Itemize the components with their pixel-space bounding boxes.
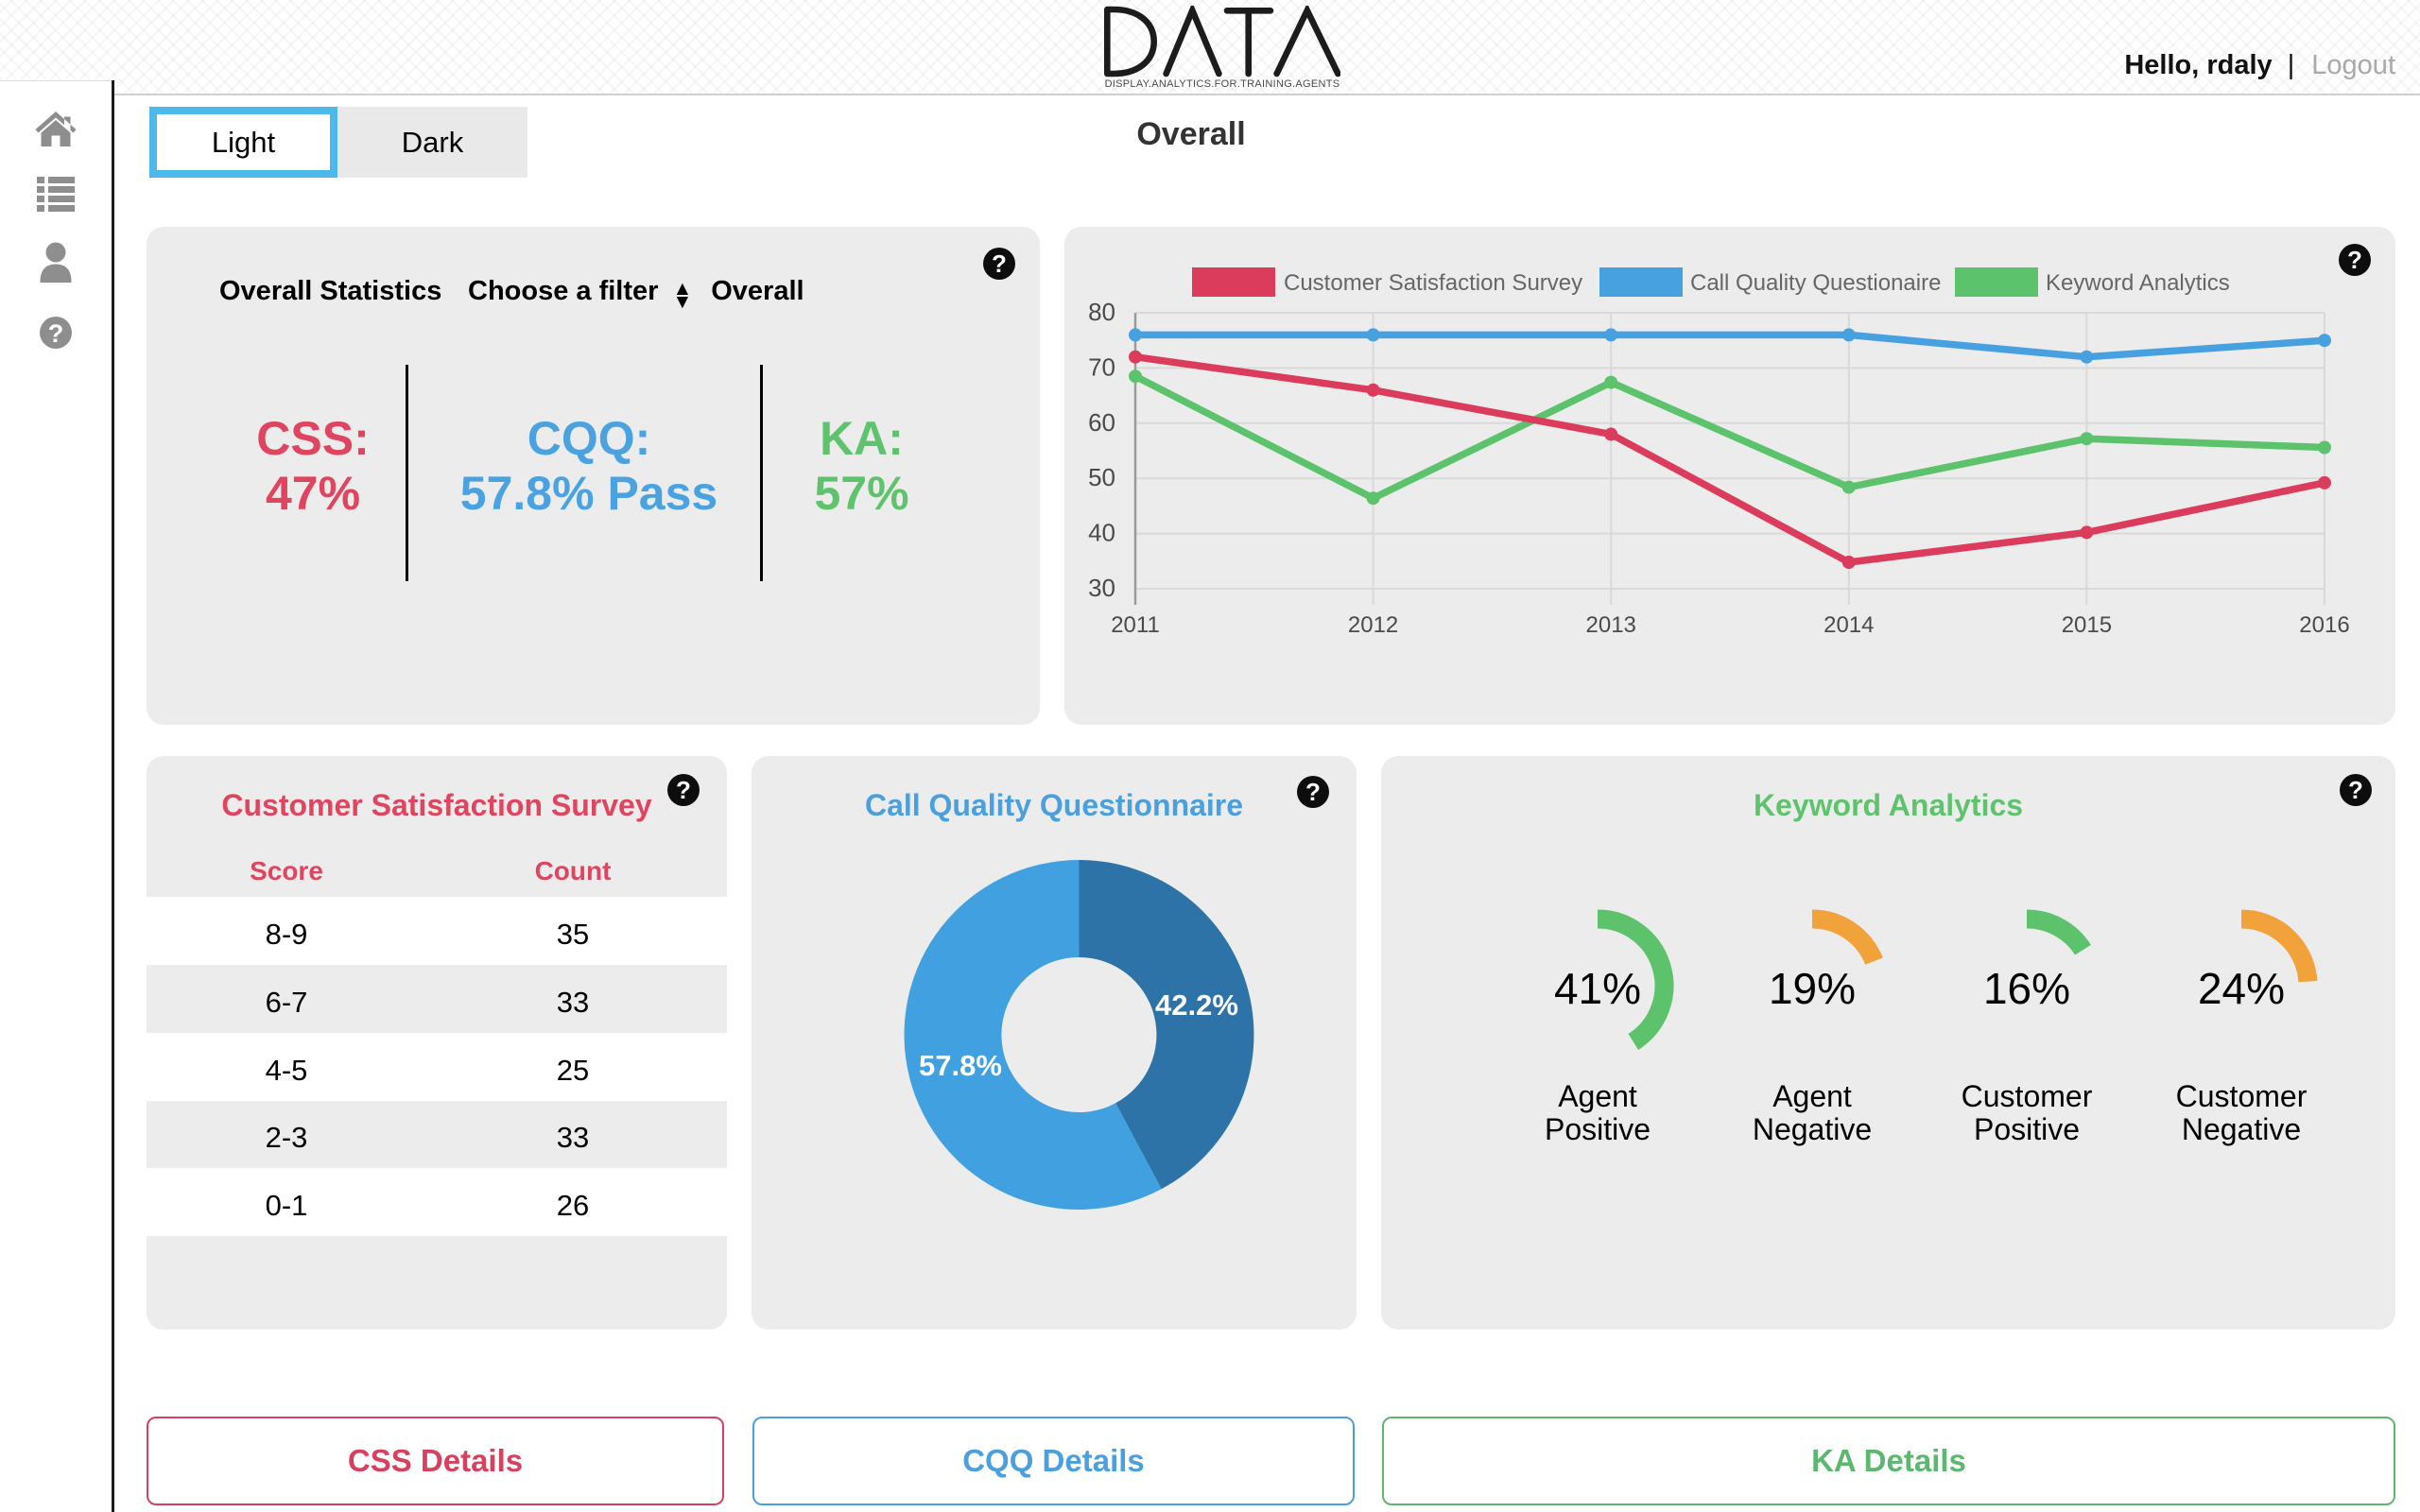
- svg-text:50: 50: [1088, 463, 1115, 491]
- svg-text:80: 80: [1088, 298, 1115, 326]
- svg-text:2016: 2016: [2299, 612, 2349, 638]
- svg-text:2014: 2014: [1824, 612, 1874, 638]
- svg-text:40: 40: [1088, 519, 1115, 547]
- svg-text:57.8%: 57.8%: [919, 1049, 1002, 1082]
- svg-text:2011: 2011: [1111, 612, 1160, 638]
- svg-text:Customer: Customer: [1962, 1079, 2093, 1113]
- svg-text:Negative: Negative: [1753, 1112, 1872, 1146]
- svg-text:?: ?: [48, 319, 64, 348]
- svg-text:Customer: Customer: [2176, 1079, 2308, 1113]
- svg-text:Agent: Agent: [1772, 1079, 1852, 1113]
- svg-text:2012: 2012: [1348, 612, 1398, 638]
- svg-text:19%: 19%: [1769, 964, 1856, 1013]
- svg-text:Negative: Negative: [2182, 1112, 2301, 1146]
- svg-text:Positive: Positive: [1545, 1112, 1651, 1146]
- svg-text:Call Quality Questionaire: Call Quality Questionaire: [1690, 270, 1941, 296]
- svg-text:Keyword Analytics: Keyword Analytics: [2046, 270, 2230, 296]
- svg-text:2015: 2015: [2062, 612, 2112, 638]
- svg-text:30: 30: [1088, 574, 1115, 602]
- svg-text:70: 70: [1088, 352, 1115, 381]
- svg-text:42.2%: 42.2%: [1155, 988, 1238, 1022]
- svg-text:60: 60: [1088, 408, 1115, 437]
- svg-text:16%: 16%: [1983, 964, 2070, 1013]
- svg-text:Agent: Agent: [1558, 1079, 1637, 1113]
- svg-text:Positive: Positive: [1974, 1112, 2080, 1146]
- svg-text:Customer Satisfaction Survey: Customer Satisfaction Survey: [1284, 270, 1582, 296]
- svg-text:24%: 24%: [2198, 964, 2285, 1013]
- svg-text:2013: 2013: [1586, 612, 1636, 638]
- svg-text:41%: 41%: [1554, 964, 1641, 1013]
